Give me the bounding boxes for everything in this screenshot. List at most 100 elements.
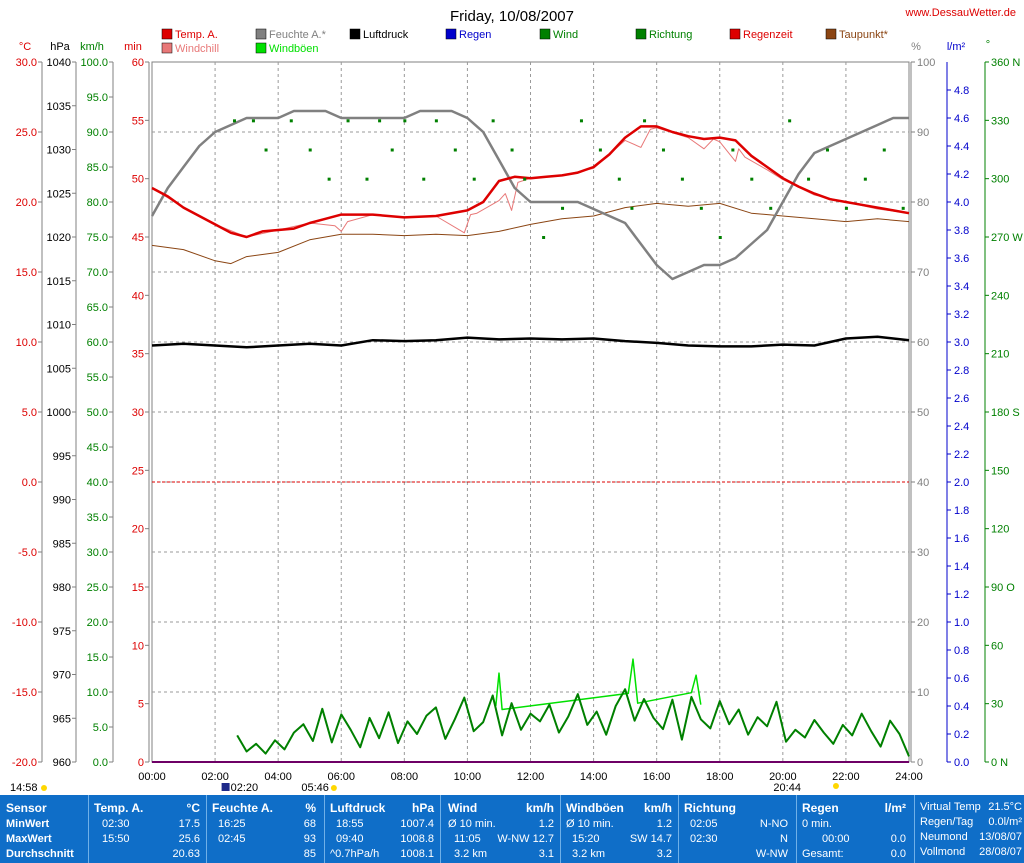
rain-tick-label: 1.8 (954, 505, 969, 517)
legend-label: Luftdruck (363, 29, 409, 41)
temp-tick-label: -5.0 (18, 547, 37, 559)
direction-tick-label: 180 S (991, 407, 1020, 419)
wind-unit-label: km/h (80, 41, 104, 53)
stats-separator (88, 795, 89, 863)
direction-tick-label: 0 N (991, 757, 1008, 769)
axes: 00:00 02:00 04:00 06:00 08:00 10:00 12:00 14:00… (12, 39, 1023, 783)
humidity-tick-label: 30 (917, 547, 929, 559)
direction-unit-label: ° (986, 39, 990, 51)
humidity-tick-label: 40 (917, 477, 929, 489)
sunset-label: 20:44 (773, 782, 801, 794)
richtung-point (630, 206, 634, 210)
minutes-tick-label: 20 (132, 524, 144, 536)
wind-tick-label: 40.0 (87, 477, 108, 489)
legend-swatch (255, 28, 267, 40)
pressure-tick-label: 1010 (47, 320, 71, 332)
stats-humidity-title: Feuchte A. (212, 801, 273, 815)
stats-separator (796, 795, 797, 863)
rain-tick-label: 2.4 (954, 421, 969, 433)
wind-tick-label: 5.0 (93, 722, 108, 734)
direction-tick-label: 240 (991, 290, 1009, 302)
legend-label: Regen (459, 29, 491, 41)
x-tick-label: 20:00 (769, 771, 797, 783)
stats-pressure-min-time: 18:55 (336, 818, 364, 830)
stats-humidity-min-time: 16:25 (218, 818, 246, 830)
direction-tick-label: 90 O (991, 582, 1015, 594)
stats-temp-max-time: 15:50 (102, 833, 130, 845)
rain-tick-label: 0.0 (954, 757, 969, 769)
x-tick-label: 10:00 (454, 771, 482, 783)
rain-tick-label: 0.2 (954, 729, 969, 741)
temp-a-line (151, 125, 910, 239)
richtung-point (289, 119, 293, 123)
stats-pressure-max-value: 1008.8 (400, 833, 434, 845)
pressure-tick-label: 1035 (47, 101, 71, 113)
legend-swatch (445, 28, 457, 40)
richtung-point (378, 119, 382, 123)
x-tick-label: 22:00 (832, 771, 860, 783)
stats-pressure-min-value: 1007.4 (400, 818, 434, 830)
pressure-tick-label: 1030 (47, 145, 71, 157)
wind-tick-label: 65.0 (87, 302, 108, 314)
humidity-tick-label: 0 (917, 757, 923, 769)
stats-direction-avg-value: W-NW (755, 848, 788, 860)
richtung-point (491, 119, 495, 123)
richtung-point (472, 177, 476, 181)
minutes-tick-label: 40 (132, 290, 144, 302)
stats-sensor: Sensor MinWert MaxWert Durchschnitt (6, 795, 86, 863)
richtung-point (365, 177, 369, 181)
rain-tick-label: 4.4 (954, 141, 969, 153)
stats-rain-title: Regen (802, 801, 839, 815)
rain-tick-label: 4.6 (954, 113, 969, 125)
richtung-point (661, 148, 665, 152)
richtung-point (327, 177, 331, 181)
direction-tick-label: 270 W (991, 232, 1023, 244)
x-tick-label: 02:00 (201, 771, 229, 783)
richtung-point (598, 148, 602, 152)
stats-rain-total-label: Gesamt: (802, 848, 844, 860)
minutes-tick-label: 30 (132, 407, 144, 419)
minutes-tick-label: 55 (132, 115, 144, 127)
stats-gusts-unit: km/h (643, 801, 672, 815)
direction-tick-label: 300 (991, 174, 1009, 186)
stats-wind-max-value: W-NW 12.7 (497, 833, 554, 845)
richtung-point (346, 119, 350, 123)
stats-rain-max-time: 00:00 (822, 833, 850, 845)
legend-swatch (635, 28, 647, 40)
pressure-tick-label: 975 (53, 626, 71, 638)
direction-tick-label: 210 (991, 349, 1009, 361)
minutes-tick-label: 10 (132, 640, 144, 652)
windb-en-line (495, 658, 702, 711)
stats-direction-max-time: 02:30 (690, 833, 718, 845)
moonrise-label: 02:20 (231, 782, 259, 794)
direction-tick-label: 120 (991, 524, 1009, 536)
legend-swatch (161, 42, 173, 54)
x-tick-label: 16:00 (643, 771, 671, 783)
start-time-label: 14:58 (10, 782, 38, 794)
stats-humidity-max-value: 93 (303, 833, 316, 845)
rain-tick-label: 4.2 (954, 169, 969, 181)
stats-direction-min-value: N-NO (759, 818, 788, 830)
rain-unit-label: l/m² (947, 41, 966, 53)
richtung-point (523, 177, 527, 181)
rain-tick-label: 2.0 (954, 477, 969, 489)
wind-tick-label: 55.0 (87, 372, 108, 384)
new-moon-label: Neumond (920, 831, 968, 843)
humidity-tick-label: 10 (917, 687, 929, 699)
plot-area: 14:58 05:46 20:44 02:20 (10, 109, 910, 794)
wind-tick-label: 100.0 (80, 57, 108, 69)
site-link[interactable]: www.DessauWetter.de (905, 7, 1016, 19)
stats-humidity-min-value: 68 (303, 818, 316, 830)
pressure-tick-label: 1020 (47, 232, 71, 244)
richtung-point (699, 206, 703, 210)
rain-tick-label: 0.6 (954, 673, 969, 685)
full-moon-label: Vollmond (920, 846, 966, 858)
stats-pressure-max-time: 09:40 (336, 833, 364, 845)
sunrise-label: 05:46 (301, 782, 329, 794)
stats-gusts-max-time: 15:20 (572, 833, 600, 845)
wind-tick-label: 85.0 (87, 162, 108, 174)
stats-gusts-avg-label: Ø 10 min. (566, 818, 614, 830)
minutes-tick-label: 5 (138, 699, 144, 711)
rain-tick-label: 2.6 (954, 393, 969, 405)
pressure-unit-label: hPa (50, 41, 70, 53)
